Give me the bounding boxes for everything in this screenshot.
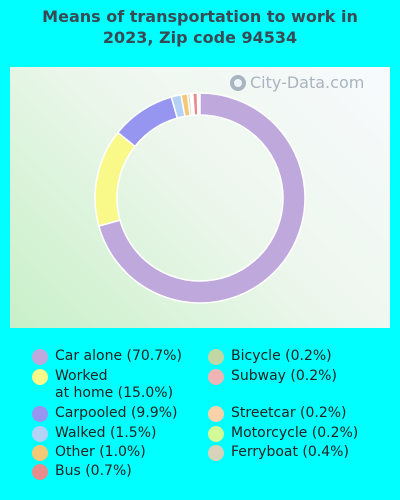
chart-title: Means of transportation to work in 2023,… <box>42 7 358 47</box>
donut-slice-8 <box>191 92 199 116</box>
city-data-logo-icon <box>230 74 246 91</box>
watermark: City-Data.com <box>230 73 364 92</box>
watermark-text: City-Data.com <box>250 73 365 92</box>
donut-slice-0 <box>97 92 306 304</box>
donut-slice-2 <box>116 96 179 148</box>
donut-slice-1 <box>94 131 137 227</box>
